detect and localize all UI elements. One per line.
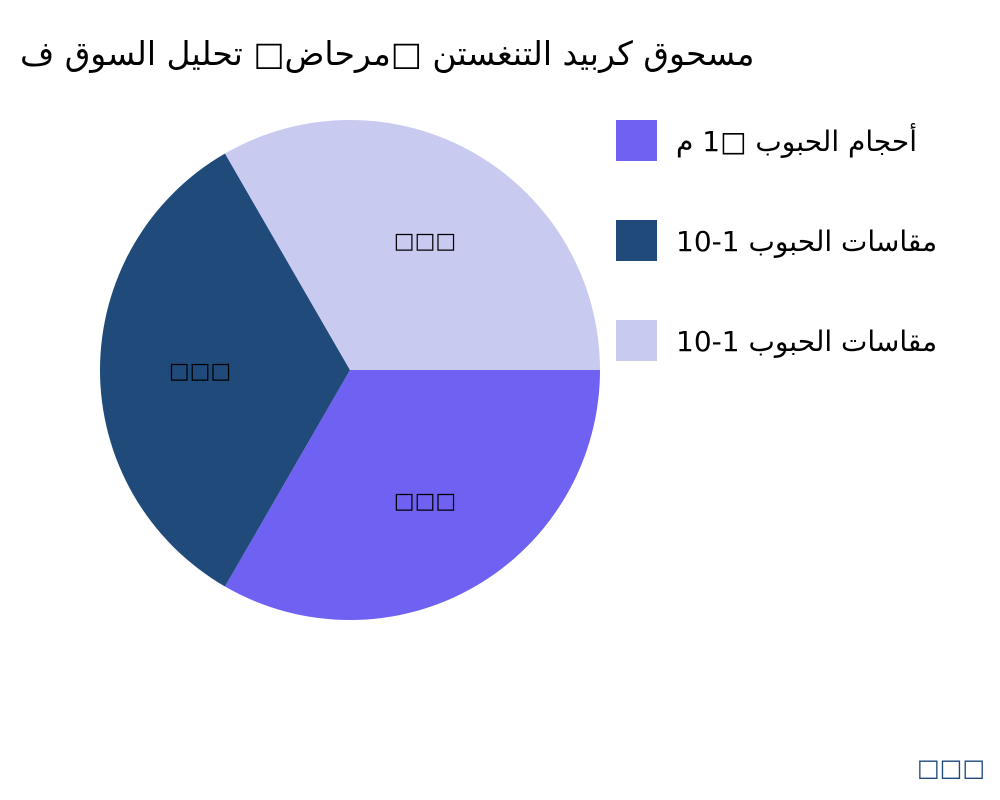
legend-swatch	[616, 320, 657, 361]
chart-title: مسحوق كربيد التنغستن □مرحاض□ تحليل السوق…	[20, 34, 754, 74]
pie-slice	[224, 119, 601, 371]
pie-slice	[225, 370, 600, 620]
legend-swatch	[616, 120, 657, 161]
pie-slice	[99, 153, 350, 587]
legend-swatch	[616, 220, 657, 261]
legend-label: مقاسات الحبوب 1-10	[676, 225, 937, 258]
legend-label: مقاسات الحبوب 1-10	[676, 325, 937, 358]
legend-label: أحجام الحبوب □1 م	[676, 122, 917, 158]
legend: أحجام الحبوب □1 م مقاسات الحبوب 1-10 مقاسا…	[616, 120, 937, 361]
watermark: □□□	[917, 754, 985, 782]
slice-label: □□□	[394, 229, 456, 254]
pie-slices	[99, 119, 601, 620]
slice-labels: □□□ □□□ □□□	[169, 229, 456, 514]
slice-label: □□□	[169, 359, 231, 384]
slice-label: □□□	[394, 489, 456, 514]
